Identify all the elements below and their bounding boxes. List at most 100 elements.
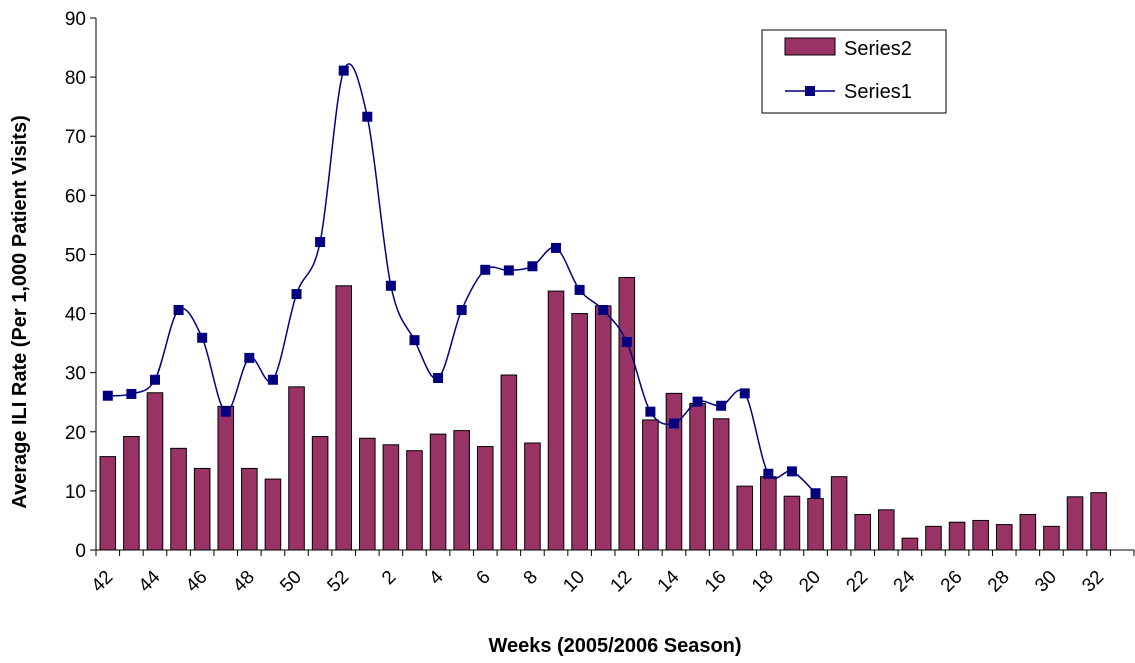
point-series1: [315, 237, 326, 248]
bar-series2: [830, 476, 848, 551]
bar-series2: [335, 285, 352, 551]
bar-series2: [382, 444, 400, 551]
bar-series2: [406, 450, 423, 551]
bar-series2: [547, 290, 565, 551]
bar-series2: [453, 430, 470, 551]
point-series1: [385, 280, 396, 291]
bar-series2: [311, 436, 329, 551]
bar-series2: [1090, 492, 1107, 551]
point-series1: [645, 406, 656, 417]
bar-series2: [712, 418, 730, 551]
y-tick-label: 0: [75, 541, 86, 562]
legend-label-series1: Series1: [844, 81, 912, 103]
series1-line: [107, 63, 817, 494]
bar-series2: [288, 386, 305, 551]
bar-series2: [241, 467, 258, 551]
point-series1: [102, 390, 113, 401]
point-series1: [362, 111, 373, 122]
bar-series2: [146, 392, 164, 551]
bar-series2: [500, 374, 518, 551]
x-tick-label: 2: [378, 567, 400, 589]
point-series1: [574, 284, 585, 295]
x-tick-label: 4: [425, 566, 448, 589]
bar-series2: [925, 525, 942, 551]
x-tick-label: 24: [890, 566, 920, 596]
x-tick-label: 32: [1078, 567, 1108, 597]
point-series1: [244, 352, 255, 363]
point-series1: [503, 265, 514, 276]
y-tick-label: 80: [65, 68, 86, 89]
bar-series2: [99, 456, 117, 551]
bar-series2: [760, 476, 777, 551]
x-tick-label: 16: [701, 567, 731, 597]
point-series1: [409, 335, 420, 346]
legend-swatch-series2: [784, 37, 836, 56]
bar-series2: [594, 305, 612, 551]
point-series1: [668, 418, 679, 429]
bar-series2: [665, 392, 683, 551]
bar-series2: [476, 446, 494, 551]
y-tick-label: 20: [65, 423, 86, 444]
bar-series2: [642, 419, 659, 551]
point-series1: [716, 400, 727, 411]
point-series1: [173, 305, 184, 316]
bar-series2: [878, 509, 895, 551]
bar-series2: [170, 447, 187, 551]
point-series1: [763, 468, 774, 479]
bar-series2: [193, 467, 211, 551]
x-tick-label: 14: [654, 566, 684, 596]
x-tick-label: 26: [937, 567, 967, 597]
point-series1: [739, 388, 750, 399]
bar-series2: [901, 537, 919, 551]
y-tick-label: 70: [65, 127, 86, 148]
x-tick-label: 44: [135, 566, 165, 596]
legend-label-series2: Series2: [844, 38, 912, 60]
point-series1: [551, 242, 562, 253]
point-series1: [456, 305, 467, 316]
bar-series2: [429, 433, 447, 551]
x-tick-label: 8: [520, 567, 542, 589]
x-tick-label: 46: [182, 567, 212, 597]
x-tick-label: 30: [1031, 567, 1061, 597]
legend: Series2 Series1: [761, 29, 947, 114]
point-series1: [291, 289, 302, 300]
bar-series2: [217, 405, 235, 551]
bar-series2: [1066, 496, 1084, 551]
bar-series2: [1019, 514, 1037, 551]
point-series1: [267, 374, 278, 385]
point-series1: [338, 65, 349, 76]
x-tick-label: 6: [472, 567, 494, 589]
bar-series2: [524, 442, 541, 551]
bar-series2: [571, 313, 588, 551]
x-tick-label: 42: [88, 567, 118, 597]
y-tick-label: 60: [65, 186, 86, 207]
bar-series2: [783, 495, 801, 551]
point-series1: [810, 488, 821, 499]
bar-series2: [1043, 525, 1060, 551]
x-tick-label: 50: [276, 567, 306, 597]
y-tick-label: 30: [65, 364, 86, 385]
x-tick-label: 20: [795, 567, 825, 597]
y-axis-title: Average ILI Rate (Per 1,000 Patient Visi…: [9, 115, 31, 509]
y-tick-label: 10: [65, 482, 86, 503]
bar-series2: [689, 402, 706, 551]
legend-marker-series1: [805, 86, 815, 96]
bar-series2: [972, 519, 989, 551]
point-series1: [527, 261, 538, 272]
x-tick-label: 52: [323, 567, 353, 597]
bar-series2: [807, 498, 824, 551]
bar-series2: [948, 521, 966, 551]
bar-series2: [995, 524, 1013, 551]
x-tick-label: 28: [984, 567, 1014, 597]
point-series1: [692, 396, 703, 407]
bar-series2: [264, 478, 282, 551]
point-series1: [433, 372, 444, 383]
x-axis-title: Weeks (2005/2006 Season): [488, 635, 741, 657]
point-series1: [480, 264, 491, 275]
point-series1: [197, 332, 208, 343]
bar-series2: [123, 436, 140, 551]
x-tick-label: 22: [842, 567, 872, 597]
bar-series2: [854, 514, 871, 551]
y-tick-label: 90: [65, 9, 86, 30]
